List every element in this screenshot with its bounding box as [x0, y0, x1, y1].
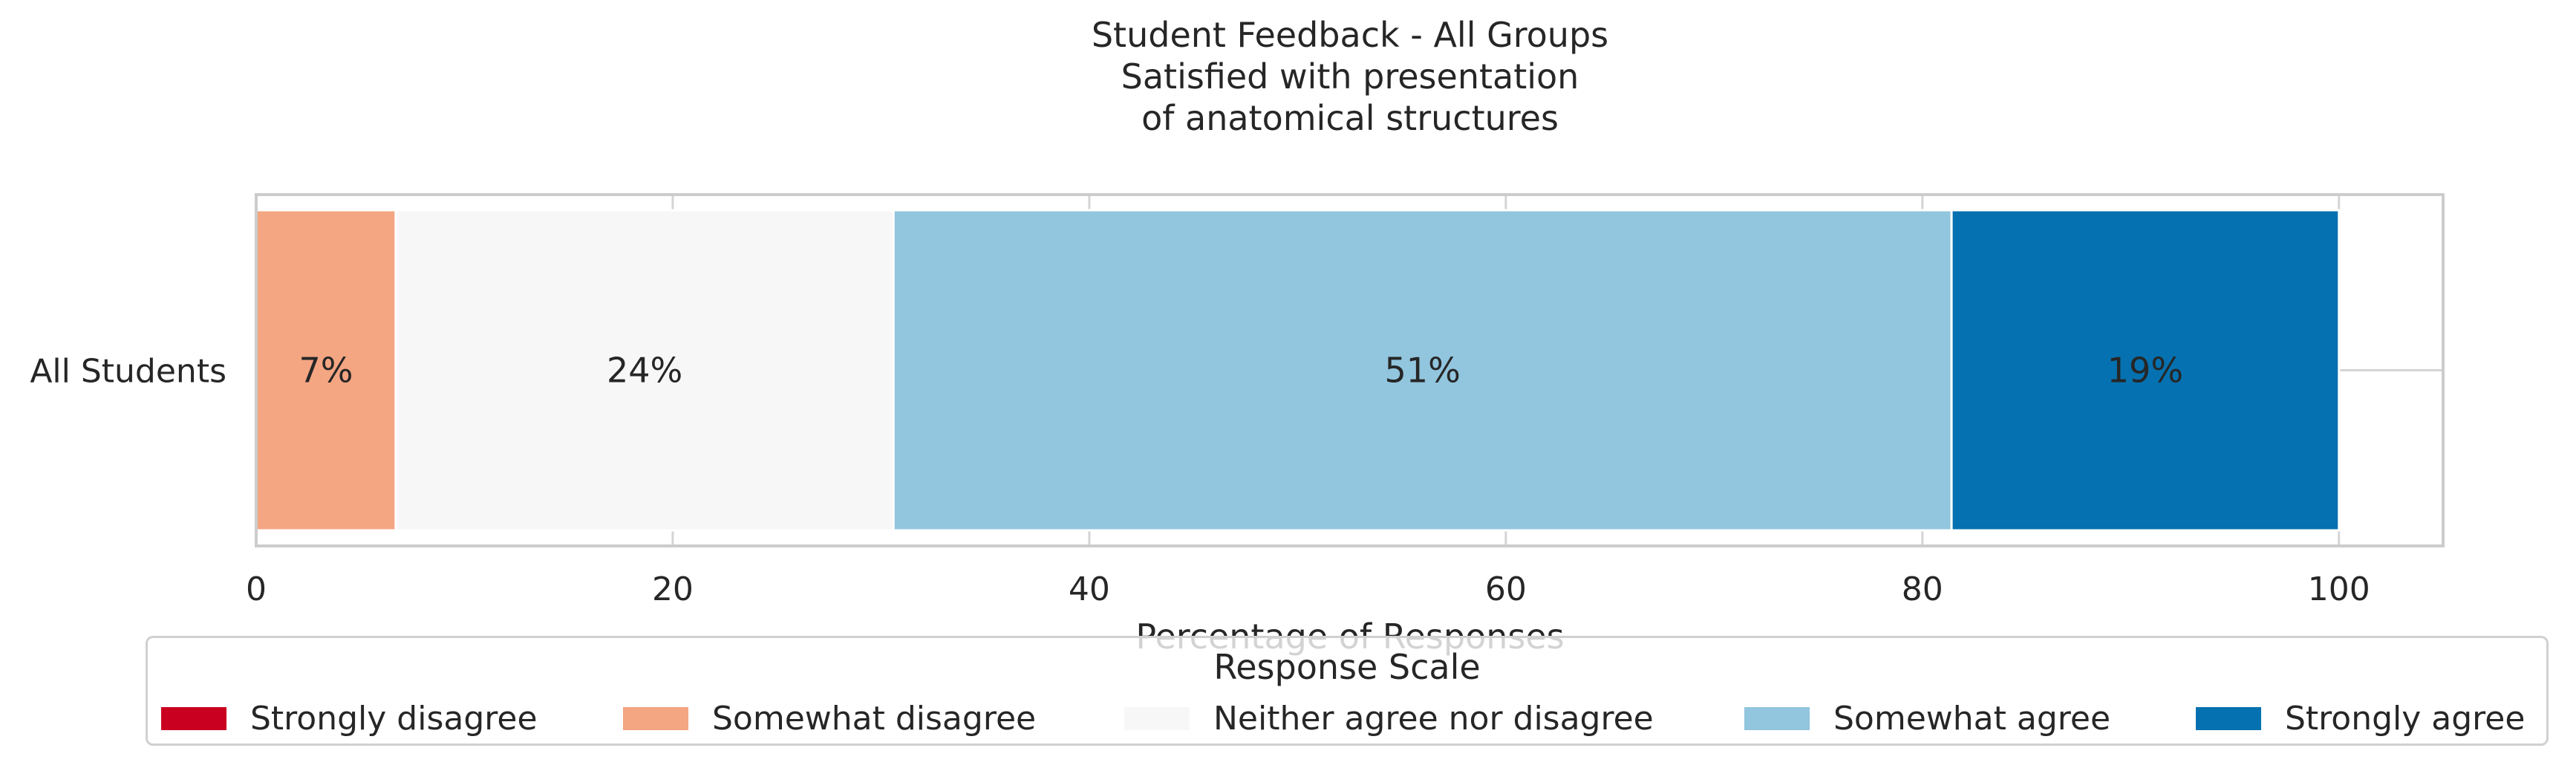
x-tick-label: 0	[246, 570, 267, 608]
legend-label: Strongly disagree	[250, 699, 538, 738]
chart-title-line-2: Satisfied with presentation	[1121, 56, 1579, 97]
legend-label: Strongly agree	[2285, 699, 2526, 738]
plot-border	[255, 193, 2445, 547]
y-ticks: All Students	[30, 353, 226, 391]
legend-item: Strongly agree	[2196, 697, 2525, 739]
bar-segment	[394, 209, 895, 532]
legend-swatch	[2196, 706, 2261, 730]
legend-swatch	[161, 706, 226, 730]
legend: Response Scale Strongly disagree Somewhat…	[146, 636, 2549, 746]
legend-label: Neither agree nor disagree	[1213, 699, 1654, 738]
x-tick-label: 40	[1069, 570, 1110, 608]
x-tick-label: 100	[2308, 570, 2370, 608]
segment-labels: 7% 24% 51% 19%	[299, 351, 2183, 391]
legend-label: Somewhat agree	[1833, 699, 2111, 738]
bar-segment	[1950, 209, 2341, 532]
plot-frame	[255, 193, 2445, 547]
bar-segments	[255, 209, 2341, 532]
bar-segment	[892, 209, 1953, 532]
chart-title-line-3: of anatomical structures	[1141, 98, 1559, 138]
legend-swatch	[1124, 706, 1190, 730]
legend-label: Somewhat disagree	[712, 699, 1037, 738]
segment-label: 24%	[607, 351, 682, 391]
segment-label: 51%	[1385, 351, 1461, 391]
legend-item: Somewhat agree	[1744, 697, 2110, 739]
segment-label: 7%	[299, 351, 353, 391]
legend-item: Neither agree nor disagree	[1124, 697, 1654, 739]
legend-item: Somewhat disagree	[623, 697, 1036, 739]
y-tick-label: All Students	[30, 353, 226, 391]
segment-label: 19%	[2107, 351, 2183, 391]
legend-swatch	[623, 706, 688, 730]
legend-item: Strongly disagree	[161, 697, 538, 739]
x-tick-label: 80	[1902, 570, 1943, 608]
x-ticks: 0 20 40 60 80 100	[246, 570, 2370, 608]
legend-title: Response Scale	[1213, 647, 1481, 687]
legend-swatch	[1744, 706, 1810, 730]
chart-title-line-1: Student Feedback - All Groups	[1091, 15, 1609, 55]
x-tick-label: 20	[652, 570, 694, 608]
x-tick-label: 60	[1485, 570, 1527, 608]
